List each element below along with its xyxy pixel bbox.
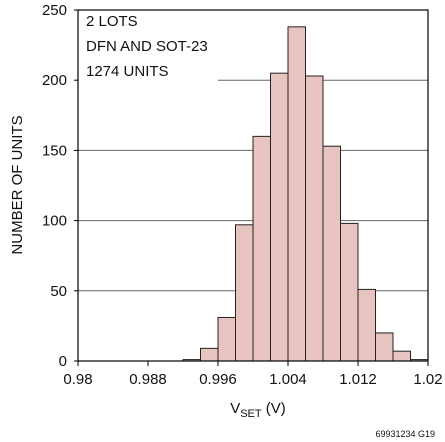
annotation-line-2: DFN AND SOT-23 [86,38,208,55]
histogram-bar-11 [375,332,394,362]
y-tick-label-4: 200 [42,72,67,89]
histogram-bar-6 [287,26,306,362]
histogram-bar-9 [340,222,359,362]
y-tick-label-3: 150 [42,142,67,159]
y-tick-label-0: 0 [59,353,67,370]
y-tick-label-5: 250 [42,2,67,19]
annotation-line-1: 2 LOTS [86,13,138,30]
annotation-block: 2 LOTS DFN AND SOT-23 1274 UNITS [86,13,208,80]
y-tick-label-1: 50 [50,283,67,300]
x-axis-title-main: V [230,400,240,417]
y-axis-title: NUMBER OF UNITS [9,115,26,254]
plot-frame [77,9,429,362]
figure-id: 69931234 G19 [375,429,435,439]
x-axis-title-suffix: (V) [262,400,286,417]
annotation-line-3: 1274 UNITS [86,63,169,80]
histogram-bar-3 [235,224,254,362]
x-tick-label-0: 0.98 [63,371,92,388]
histogram-bar-2 [217,316,236,362]
y-axis-ticks: 0 50 100 150 200 250 [42,2,78,370]
x-axis-title-subscript: SET [240,408,262,420]
y-tick-label-2: 100 [42,213,67,230]
histogram-bars [182,26,429,362]
histogram-bar-8 [322,145,341,362]
x-axis-title: VSET (V) [230,400,286,420]
histogram-bar-5 [270,72,289,362]
x-tick-label-2: 0.996 [199,371,237,388]
histogram-bar-10 [357,288,376,362]
histogram-bar-4 [252,135,271,362]
histogram-bar-12 [392,350,411,362]
histogram-bar-7 [305,75,324,362]
x-axis-ticks: 0.98 0.988 0.996 1.004 1.012 1.02 [63,361,443,388]
x-tick-label-5: 1.02 [413,371,442,388]
x-tick-label-4: 1.012 [339,371,377,388]
x-tick-label-1: 0.988 [129,371,167,388]
x-tick-label-3: 1.004 [269,371,307,388]
histogram-bar-1 [200,347,219,362]
